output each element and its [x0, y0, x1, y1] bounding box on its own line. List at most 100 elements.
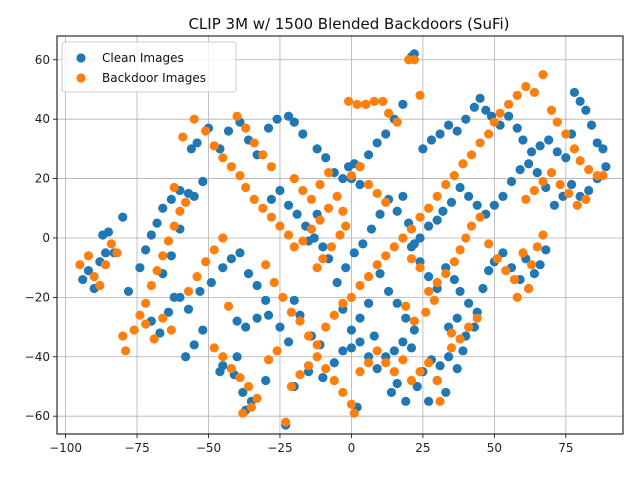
- clean-image-point: [372, 138, 382, 148]
- backdoor-image-point: [349, 408, 359, 418]
- clean-image-point: [455, 182, 465, 193]
- clean-image-point: [263, 310, 274, 320]
- clean-image-point: [438, 206, 448, 216]
- backdoor-image-point: [389, 242, 399, 252]
- backdoor-image-point: [432, 191, 442, 201]
- backdoor-image-point: [492, 254, 502, 264]
- backdoor-image-point: [461, 233, 471, 243]
- backdoor-image-point: [346, 170, 357, 181]
- clean-image-point: [506, 176, 517, 187]
- backdoor-image-point: [275, 221, 285, 231]
- backdoor-image-point: [249, 138, 259, 148]
- chart-title: CLIP 3M w/ 1500 Blended Backdoors (SuFi): [188, 15, 509, 33]
- clean-image-point: [183, 304, 194, 314]
- clean-image-point: [238, 387, 248, 398]
- clean-image-point: [481, 105, 491, 115]
- clean-image-point: [524, 159, 534, 169]
- clean-image-point: [561, 153, 571, 163]
- clean-image-point: [586, 120, 597, 130]
- clean-image-point: [452, 126, 462, 136]
- data-points: [75, 49, 611, 430]
- backdoor-image-point: [424, 286, 434, 297]
- backdoor-image-point: [561, 129, 571, 139]
- grid-lines: [57, 36, 623, 434]
- clean-image-point: [355, 179, 365, 190]
- backdoor-image-point: [312, 263, 322, 273]
- clean-image-point: [475, 93, 485, 103]
- clean-image-point: [575, 96, 585, 106]
- backdoor-image-point: [398, 233, 408, 243]
- clean-image-point: [566, 179, 577, 190]
- backdoor-image-point: [232, 111, 242, 121]
- clean-image-point: [552, 147, 562, 157]
- backdoor-image-point: [406, 254, 417, 264]
- clean-image-point: [332, 277, 342, 288]
- backdoor-image-point: [383, 108, 394, 118]
- clean-image-point: [535, 260, 545, 270]
- clean-image-point: [189, 191, 199, 201]
- y-tick-label: −20: [25, 290, 50, 304]
- clean-image-point: [401, 396, 411, 406]
- backdoor-image-point: [263, 355, 274, 365]
- clean-image-point: [312, 144, 322, 154]
- legend-box: [61, 41, 237, 93]
- backdoor-image-point: [424, 358, 434, 368]
- legend: Clean Images Backdoor Images: [61, 41, 237, 93]
- backdoor-image-point: [475, 138, 485, 148]
- legend-marker: [76, 53, 86, 63]
- x-tick-label: −25: [267, 441, 292, 455]
- x-tick-label: −50: [196, 441, 221, 455]
- backdoor-image-point: [218, 153, 228, 163]
- backdoor-image-point: [306, 224, 317, 234]
- backdoor-image-point: [338, 298, 348, 308]
- clean-image-point: [318, 372, 328, 383]
- backdoor-image-point: [315, 179, 325, 190]
- backdoor-image-point: [323, 203, 334, 213]
- clean-image-point: [418, 144, 428, 154]
- clean-image-point: [518, 135, 528, 145]
- backdoor-image-point: [226, 364, 236, 374]
- clean-image-point: [424, 396, 434, 406]
- clean-image-point: [169, 292, 179, 302]
- backdoor-image-point: [512, 292, 522, 302]
- backdoor-image-point: [223, 301, 234, 311]
- clean-image-point: [118, 212, 128, 222]
- backdoor-image-point: [286, 381, 297, 392]
- backdoor-image-point: [252, 393, 262, 403]
- backdoor-image-point: [158, 313, 168, 323]
- clean-image-point: [581, 105, 591, 115]
- backdoor-image-point: [458, 159, 468, 169]
- clean-image-point: [398, 99, 408, 109]
- backdoor-image-point: [146, 280, 156, 291]
- clean-image-point: [166, 251, 176, 261]
- clean-image-point: [389, 346, 399, 356]
- clean-image-point: [123, 286, 134, 297]
- clean-image-point: [358, 239, 368, 249]
- clean-image-point: [535, 141, 545, 151]
- backdoor-image-point: [106, 239, 116, 249]
- backdoor-image-point: [552, 117, 562, 127]
- clean-image-point: [435, 361, 445, 371]
- x-tick-label: −100: [49, 441, 82, 455]
- clean-image-point: [355, 313, 365, 323]
- backdoor-image-point: [512, 90, 522, 101]
- backdoor-image-point: [269, 277, 279, 288]
- x-tick-label: 25: [415, 441, 430, 455]
- clean-image-point: [529, 269, 539, 279]
- clean-image-point: [512, 123, 522, 133]
- clean-image-point: [569, 87, 580, 98]
- backdoor-image-point: [266, 212, 276, 222]
- clean-image-point: [195, 286, 205, 297]
- plot-frame: [56, 35, 624, 435]
- backdoor-image-point: [209, 343, 219, 353]
- backdoor-image-point: [249, 194, 259, 204]
- clean-image-point: [426, 135, 437, 145]
- backdoor-image-point: [289, 242, 299, 252]
- backdoor-image-point: [421, 307, 431, 317]
- x-tick-label: 75: [558, 441, 573, 455]
- clean-image-point: [432, 215, 442, 225]
- backdoor-image-point: [446, 343, 457, 353]
- legend-label: Clean Images: [102, 51, 184, 65]
- clean-image-point: [346, 343, 357, 353]
- clean-image-point: [455, 286, 465, 297]
